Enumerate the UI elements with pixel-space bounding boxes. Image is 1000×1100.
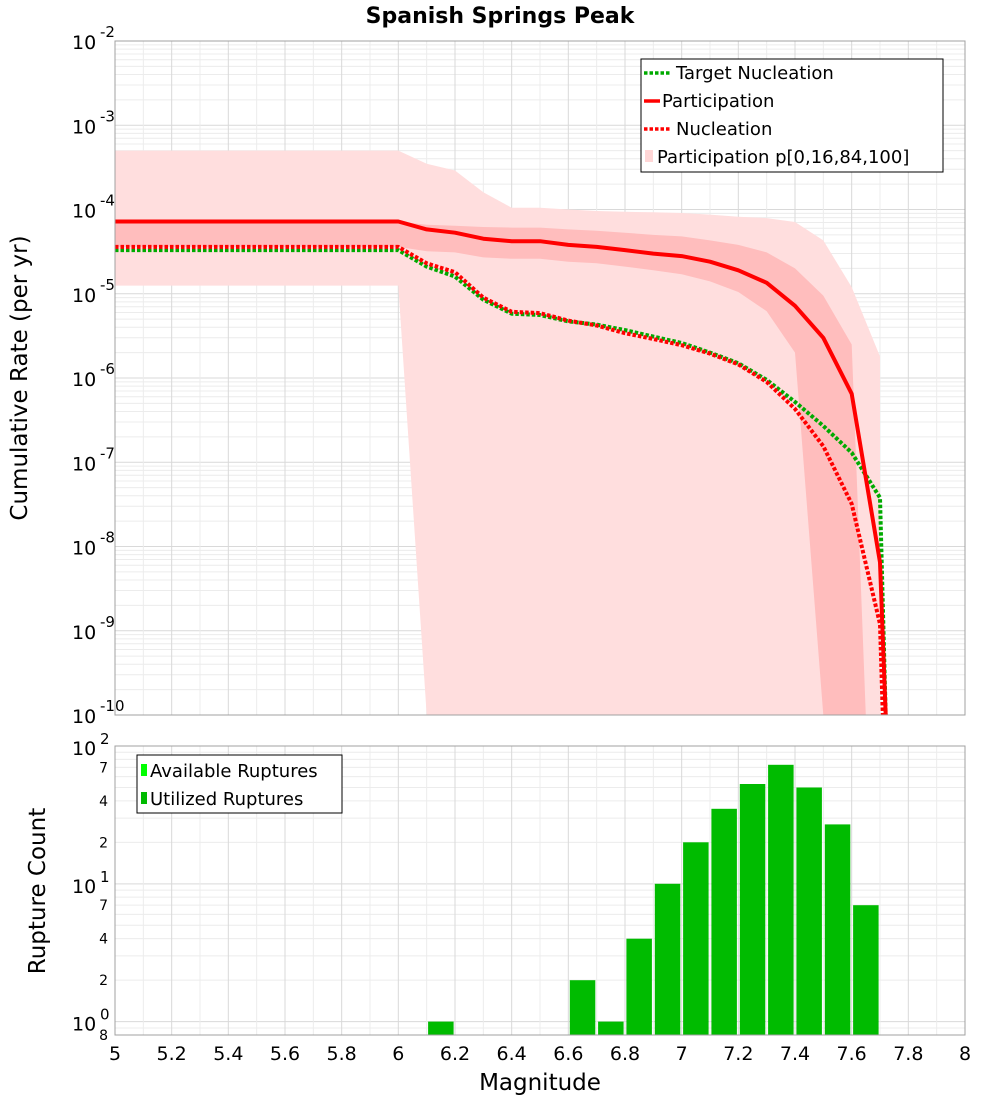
x-tick-label: 7.4 [780,1043,810,1065]
target-nucleation-line [115,248,888,716]
x-tick-labels: 5 5.2 5.4 5.6 5.8 6 6.2 6.4 6.6 6.8 7 7.2 7.4 7.6 7.8 8 [109,1043,971,1065]
rate-y-axis-label: Cumulative Rate (per yr) [7,235,33,520]
rate-y-tick-exponent: -10 [100,697,125,715]
x-tick-label: 5.6 [270,1043,300,1065]
legend-label-target-nucleation: Target Nucleation [675,63,834,84]
count-y-minor-tick-label: 2 [99,973,108,989]
count-y-axis-label: Rupture Count [25,808,51,974]
rupture-count-bars [428,764,879,1035]
rate-y-tick-exponent: -3 [100,107,115,125]
utilized-rupture-bar [428,1021,454,1035]
utilized-rupture-bar [683,842,709,1035]
x-tick-label: 8 [959,1043,971,1065]
utilized-rupture-bar [853,905,879,1035]
nucleation-line [115,244,885,716]
utilized-rupture-bar [824,824,851,1035]
x-tick-label: 5.2 [157,1043,187,1065]
rate-y-tick-exponent: -2 [100,23,115,41]
count-y-tick-label: 10 [72,1014,96,1036]
x-axis-label: Magnitude [479,1070,601,1096]
participation-inner-band [115,221,866,715]
rate-y-tick-label: 10 [72,706,96,728]
x-tick-label: 7 [676,1043,688,1065]
rate-y-tick-label: 10 [72,32,96,54]
rate-y-tick-label: 10 [72,622,96,644]
rate-y-tick-label: 10 [72,369,96,391]
legend-swatch-participation-band [645,150,653,162]
count-y-minor-tick-label: 7 [99,760,108,776]
rate-y-tick-exponent: -5 [100,276,115,294]
participation-outer-band [115,150,880,716]
utilized-rupture-bar [598,1021,624,1035]
count-y-tick-exponent: 1 [100,868,110,886]
rate-y-tick-label: 10 [72,453,96,475]
utilized-rupture-bar [796,787,822,1035]
rate-series-lines [115,219,888,716]
count-plot-frame [114,745,966,1036]
count-y-tick-exponent: 0 [100,1006,110,1024]
rate-legend: Target Nucleation Participation Nucleati… [640,58,944,173]
x-tick-label: 7.8 [893,1043,923,1065]
x-tick-label: 7.2 [723,1043,753,1065]
rate-y-tick-label: 10 [72,538,96,560]
rate-y-tick-exponent: -7 [100,444,115,462]
count-y-tick-label: 10 [72,738,96,760]
count-y-tick-label: 10 [72,876,96,898]
rate-y-tick-label: 10 [72,116,96,138]
x-tick-label: 6 [392,1043,404,1065]
x-tick-label: 6.2 [440,1043,470,1065]
rate-y-tick-exponent: -9 [100,613,115,631]
legend-swatch-available-ruptures [141,764,147,776]
legend-swatch-utilized-ruptures [141,792,147,804]
utilized-rupture-bar [711,808,737,1035]
x-tick-label: 5 [109,1043,121,1065]
utilized-rupture-bar [739,784,766,1035]
count-y-minor-tick-label: 2 [99,835,108,851]
rate-y-tick-label: 10 [72,285,96,307]
utilized-rupture-bar [569,980,596,1035]
rate-plot-frame [114,40,966,716]
utilized-rupture-bar [654,883,681,1035]
count-y-tick-exponent: 2 [100,730,110,748]
rate-y-tick-exponent: -4 [100,192,115,210]
x-tick-label: 6.6 [553,1043,583,1065]
chart-title: Spanish Springs Peak [366,4,636,29]
x-tick-label: 5.8 [327,1043,357,1065]
x-tick-label: 6.4 [497,1043,527,1065]
participation-line [115,219,888,716]
count-legend: Available Ruptures Utilized Ruptures [136,754,343,814]
count-y-minor-tick-label: 8 [99,1028,108,1044]
count-y-minor-tick-label: 4 [99,794,108,810]
legend-label-available-ruptures: Available Ruptures [150,761,318,782]
legend-label-participation: Participation [662,91,774,112]
x-tick-label: 7.6 [837,1043,867,1065]
legend-label-participation-band: Participation p[0,16,84,100] [657,147,909,168]
count-y-minor-tick-label: 7 [99,898,108,914]
utilized-rupture-bar [768,764,794,1035]
count-y-minor-tick-label: 4 [99,932,108,948]
utilized-rupture-bar [626,938,652,1035]
legend-label-utilized-ruptures: Utilized Ruptures [150,789,303,810]
legend-label-nucleation: Nucleation [676,119,772,140]
x-tick-label: 5.4 [213,1043,243,1065]
rate-y-tick-exponent: -8 [100,529,115,547]
x-tick-label: 6.8 [610,1043,640,1065]
rate-y-tick-exponent: -6 [100,360,115,378]
participation-percentile-band [115,150,880,716]
rate-y-tick-label: 10 [72,201,96,223]
